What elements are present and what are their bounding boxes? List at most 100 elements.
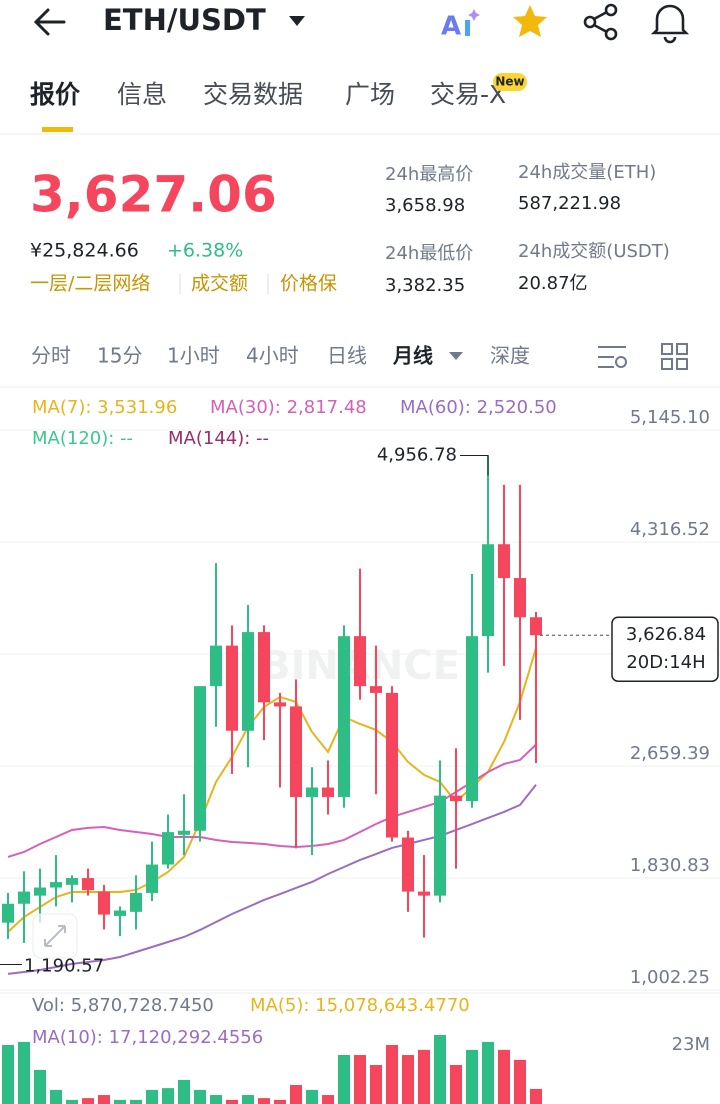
layout-icon (661, 343, 673, 355)
candle-body (482, 544, 494, 637)
bell-icon (663, 36, 677, 44)
ma-line (7, 743, 537, 858)
volume-bar (2, 1045, 14, 1104)
volume-bar (498, 1049, 510, 1104)
candle-body (338, 636, 350, 797)
volume-bar (530, 1088, 542, 1104)
price-change: +6.38% (167, 240, 243, 262)
new-badge: New (495, 75, 524, 89)
candle-body (322, 787, 334, 797)
candle-body (354, 636, 366, 687)
annotation: 4,956.78 (377, 444, 457, 465)
ai-icon (465, 20, 470, 36)
annotation-line (460, 454, 489, 476)
ai-button[interactable]: A (441, 9, 480, 42)
timeframe-dropdown[interactable] (449, 352, 463, 360)
volume-bar (66, 1099, 78, 1104)
candle-body (34, 887, 46, 896)
share-button[interactable] (583, 3, 618, 41)
candle-body (450, 795, 462, 802)
candle-body (434, 795, 446, 896)
volume-bar (226, 1099, 238, 1104)
candle-body (290, 706, 302, 797)
volume-bar (130, 1099, 142, 1104)
stat-value: 20.87亿 (518, 273, 588, 294)
share-icon (604, 3, 618, 17)
y-tick-label: 4,316.52 (630, 519, 710, 540)
volume-bar (98, 1095, 110, 1104)
back-button[interactable] (33, 8, 66, 36)
tab[interactable]: 广场 (345, 80, 395, 109)
candle-body (274, 702, 286, 707)
candle-body (226, 645, 238, 731)
tag[interactable]: 一层/二层网络 (30, 273, 150, 295)
volume-bar (194, 1089, 206, 1104)
volume-bar (290, 1085, 302, 1104)
candle-body (18, 891, 30, 904)
annotation: 1,190.57 (24, 955, 104, 976)
favorite-star[interactable] (513, 5, 547, 37)
candle-body (82, 878, 94, 891)
legend-entry: MA(30): 2,817.48 (210, 397, 367, 418)
pair-title[interactable]: ETH/USDT (103, 3, 266, 37)
tag[interactable]: 价格保 (280, 273, 337, 295)
timeframe[interactable]: 日线 (327, 344, 367, 368)
tab[interactable]: 交易数据 (203, 80, 303, 109)
ai-icon (468, 9, 480, 21)
volume-bar (34, 1069, 46, 1104)
pair-dropdown[interactable] (289, 16, 305, 26)
indicator-settings[interactable] (598, 346, 627, 368)
tab-indicator (42, 127, 73, 132)
timeframe[interactable]: 1小时 (167, 344, 220, 368)
candle-body (50, 882, 62, 888)
candle-body (178, 830, 190, 835)
plot: 1,002.251,830.832,659.393,487.964,316.52… (0, 397, 720, 1104)
zoom-button[interactable] (32, 913, 78, 959)
price-tag: 3,626.84 (626, 624, 706, 645)
stat-value: 587,221.98 (518, 193, 621, 214)
alert-button[interactable] (650, 4, 690, 44)
legend-entry: MA(60): 2,520.50 (400, 397, 557, 418)
candle-body (530, 617, 542, 636)
candle-body (386, 692, 398, 838)
candle-body (210, 645, 222, 687)
tab[interactable]: 报价 (30, 80, 81, 109)
volume-bar (322, 1095, 334, 1104)
timeframe[interactable]: 分时 (31, 344, 71, 368)
candle-body (306, 787, 318, 797)
timeframe[interactable]: 4小时 (246, 344, 299, 368)
legend-entry: MA(7): 3,531.96 (32, 397, 177, 418)
candle-body (498, 544, 510, 579)
settings-icon (615, 356, 627, 368)
volume-bar (242, 1095, 254, 1104)
timeframe[interactable]: 深度 (490, 344, 530, 368)
y-tick-label: 5,145.10 (630, 407, 710, 428)
volume-bar (450, 1065, 462, 1104)
volume-tick-label: 23M (672, 1034, 710, 1055)
y-tick-label: 1,002.25 (630, 967, 710, 988)
stat-value: 3,658.98 (385, 195, 465, 216)
candle-body (514, 578, 526, 618)
layout-button[interactable] (661, 343, 688, 370)
timeframe[interactable]: 15分 (97, 344, 142, 368)
volume-bar (18, 1041, 30, 1104)
tab[interactable]: 信息 (117, 80, 167, 109)
volume-legend: MA(5): 15,078,643.4770 (250, 995, 470, 1016)
last-price: 3,627.06 (30, 166, 277, 224)
volume-bar (386, 1045, 398, 1104)
volume-bar (338, 1055, 350, 1104)
tag[interactable]: 成交额 (191, 273, 248, 295)
volume-legend: MA(10): 17,120,292.4556 (32, 1027, 263, 1048)
timeframe[interactable]: 月线 (392, 344, 433, 368)
candle-body (66, 878, 78, 885)
y-tick-label: 1,830.83 (630, 855, 710, 876)
volume-bar (434, 1035, 446, 1104)
volume-legend: Vol: 5,870,728.7450 (32, 995, 214, 1016)
volume-bar (210, 1095, 222, 1104)
stat-label: 24h成交额(USDT) (518, 241, 670, 262)
legend-entry: MA(144): -- (168, 428, 269, 449)
layout-icon (676, 358, 688, 370)
volume-bar (258, 1098, 270, 1104)
countdown: 20D:14H (626, 652, 705, 673)
